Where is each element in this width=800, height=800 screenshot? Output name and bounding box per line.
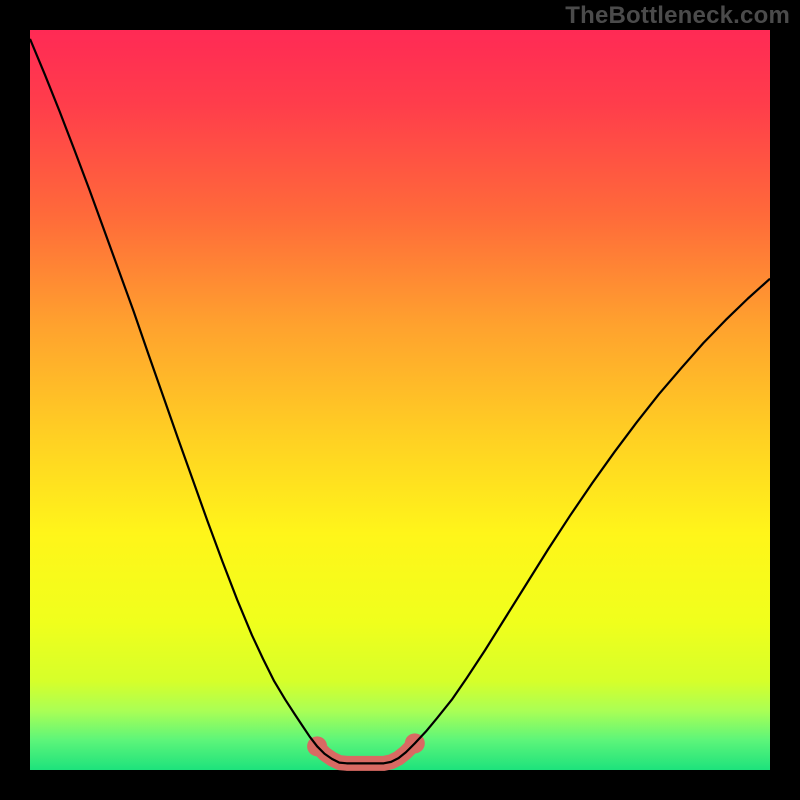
bottleneck-plot	[0, 0, 800, 800]
chart-container: TheBottleneck.com	[0, 0, 800, 800]
plot-background	[30, 30, 770, 770]
